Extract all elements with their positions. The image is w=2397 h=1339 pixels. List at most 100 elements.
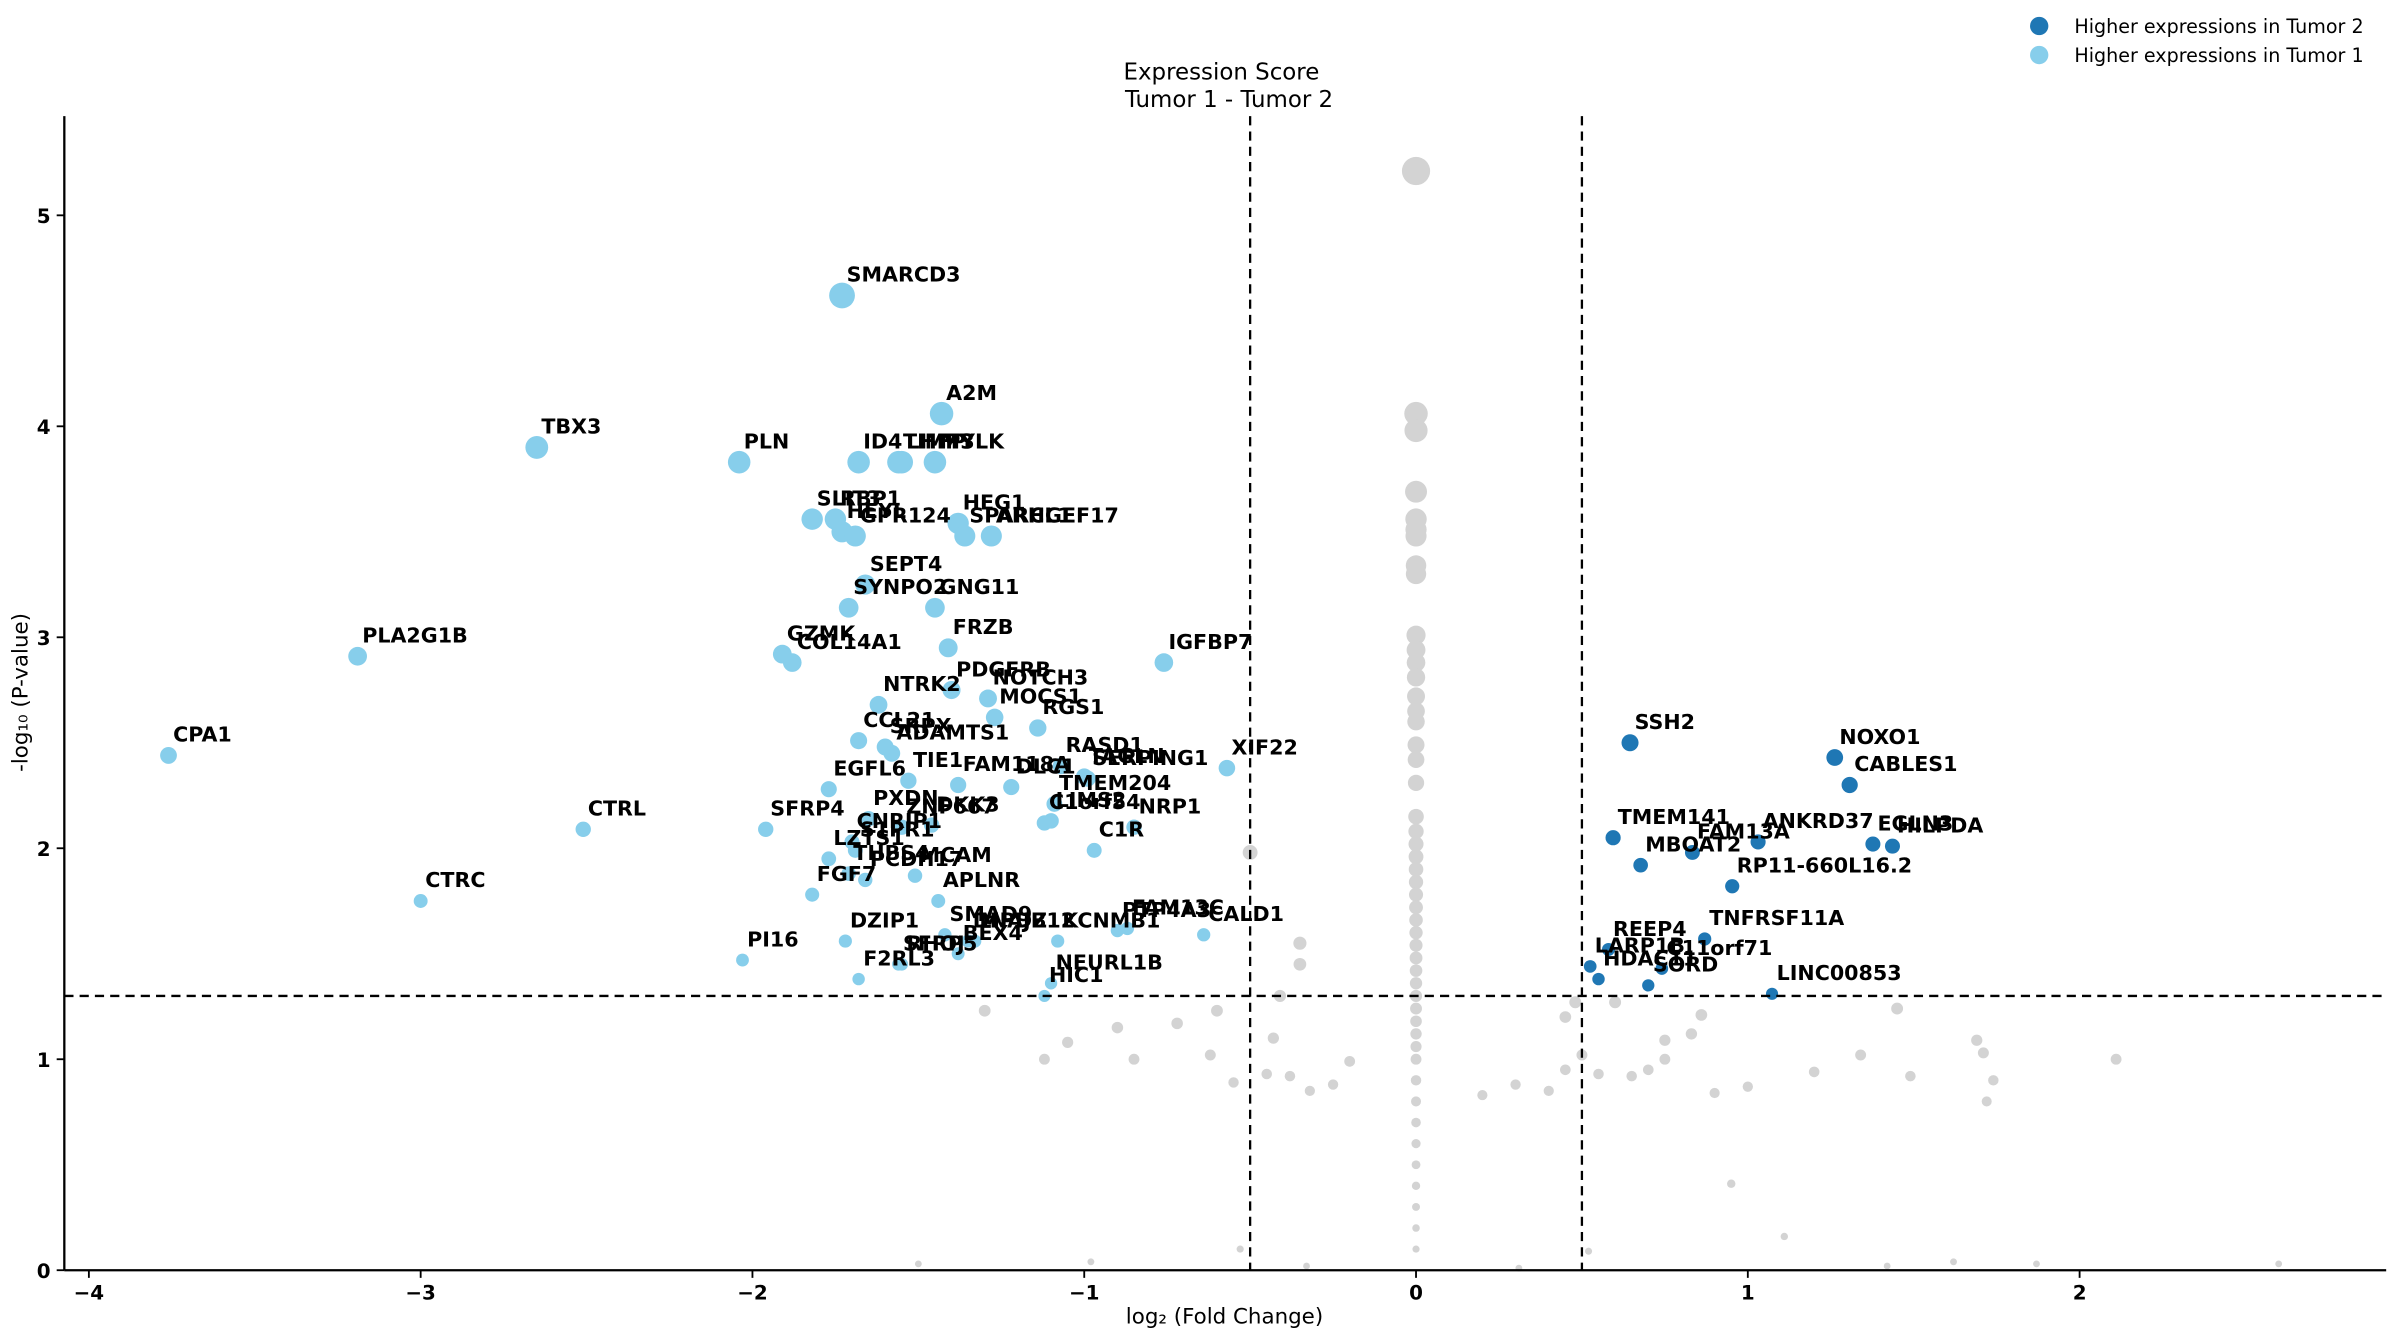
data-point [1087,1258,1095,1266]
y-tick-label: 0 [37,1260,51,1283]
gene-label: SPARCL1 [969,503,1072,527]
data-point [847,842,863,858]
data-point [1410,1028,1422,1040]
x-tick-label: 0 [1409,1281,1423,1304]
legend-label: Higher expressions in Tumor 2 [2074,15,2363,38]
data-point [1585,1247,1593,1255]
plot-area: SSH2 NOXO1 CABLES1 TMEM141 ANKRD37 EGLN3HILPD… [64,116,2387,1272]
data-point [925,597,945,618]
data-point [841,866,856,881]
gene-label: PTP4A3 [1122,898,1211,922]
gene-label: NOTCH3 [993,666,1089,690]
data-point [758,821,774,837]
gene-label: TAGLN [1089,744,1165,768]
gene-label: HEG1 [963,491,1026,515]
data-point [1003,778,1020,796]
gene-label: SSH2 [1635,710,1695,734]
data-point [1409,951,1423,965]
data-point [1883,1262,1891,1270]
data-point [525,435,549,459]
data-point [1405,480,1428,503]
data-point [1171,1017,1183,1030]
data-point [1569,996,1582,1009]
data-point [1261,1068,1273,1080]
data-point [869,695,888,714]
data-point [829,282,855,309]
gene-label: NTRK2 [883,672,961,696]
gene-label: SORD [1653,953,1718,977]
data-point [1409,913,1423,927]
data-point [1510,1079,1521,1090]
data-point [985,708,1004,727]
data-point [801,508,823,530]
data-point [838,597,859,618]
data-point [1709,1087,1720,1099]
data-point [1120,921,1135,936]
data-point [1742,1081,1753,1092]
data-point [1228,1077,1239,1088]
data-point [907,868,923,883]
data-point [1592,972,1605,986]
data-point [1642,1064,1654,1076]
gene-label: DLC1 [1016,754,1076,778]
x-axis-label: log₂ (Fold Change) [1126,1305,1323,1330]
data-point [1593,1068,1604,1080]
data-point [1407,712,1425,731]
data-point [1401,156,1431,186]
data-point [805,887,820,902]
data-point [850,732,868,750]
gene-label: NRP1 [1139,794,1202,818]
data-point [950,776,967,794]
y-tick-label: 4 [37,416,51,439]
data-point [1583,960,1597,973]
data-point [2033,1260,2040,1268]
data-point [1051,934,1065,948]
data-point [1698,932,1712,946]
gene-label: FAM13C [1132,896,1224,920]
gene-label: MPDZ [979,908,1047,932]
gene-label: DKK3 [936,792,999,816]
data-point [1725,879,1740,894]
data-point [1409,977,1423,990]
gene-label: FRZB [953,615,1014,639]
x-tick-label: −1 [1069,1281,1099,1304]
data-point [1407,736,1425,754]
data-point [979,689,997,708]
data-point [1110,923,1125,938]
data-point [1197,928,1211,942]
data-point [1410,1053,1422,1065]
chart-title: Expression Score [1124,59,1320,85]
data-point [1410,1015,1422,1028]
gene-label: ANKRD37 [1763,809,1874,833]
gene-label: MBOAT2 [1645,832,1741,856]
data-point [1727,1179,1736,1188]
gene-label: CPA1 [173,723,232,747]
gene-label: THBS4 [853,841,929,865]
data-point [2110,1053,2122,1065]
data-point [1408,862,1424,877]
gene-label: COL14A1 [797,630,902,654]
gene-label: ID4 [863,429,902,453]
gene-label: LIMS2 [1056,788,1127,812]
data-point [1750,834,1766,850]
x-tick-label: −2 [737,1281,767,1304]
data-point [895,957,909,971]
gene-label: RHOJ [906,932,964,956]
data-point [1409,964,1423,977]
gene-label: HDAC11 [1603,946,1697,970]
gene-label: GZMK [787,621,856,645]
gene-label: PXDN [873,786,938,810]
data-point [1605,830,1621,846]
gene-label: EGLN3 [1877,811,1953,835]
data-point [1303,1262,1310,1270]
data-point [1891,1002,1904,1015]
data-point [1408,823,1424,840]
gene-label: REEP4 [1613,917,1687,941]
gene-label: FAM118A [963,752,1070,776]
data-point [890,450,914,474]
data-point [1977,1047,1989,1059]
data-point [727,450,751,474]
data-point [1086,842,1102,858]
gene-label: NOXO1 [1839,725,1920,749]
gene-label: RBP1 [840,486,901,510]
